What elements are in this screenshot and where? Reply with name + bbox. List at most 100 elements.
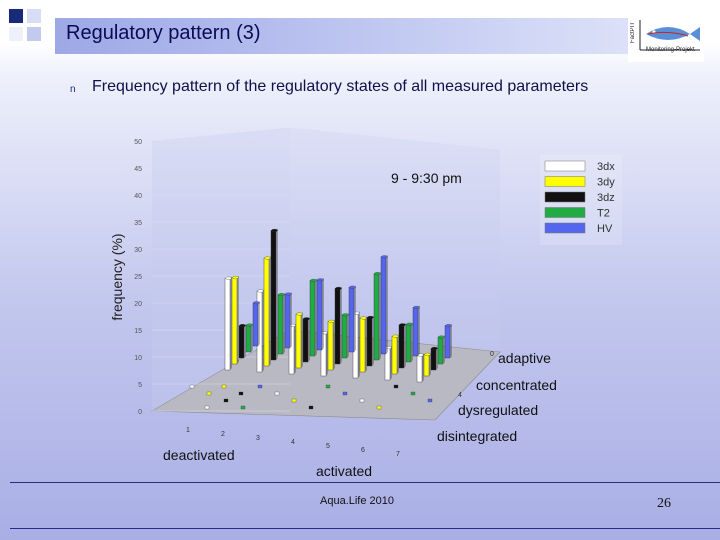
y-tick-label: 40 — [134, 193, 142, 200]
bar-side — [237, 275, 239, 364]
bar — [359, 317, 366, 373]
bar — [430, 348, 437, 371]
floor-marker — [240, 405, 246, 410]
bar-side — [386, 254, 388, 354]
bar-cap — [310, 278, 317, 282]
legend-swatch — [544, 191, 586, 203]
bar — [444, 325, 451, 359]
bar — [373, 273, 380, 361]
bar-side — [404, 322, 406, 368]
bar-side — [315, 278, 317, 356]
y-tick-label: 30 — [134, 247, 142, 254]
bar-side — [258, 300, 260, 346]
bar — [334, 288, 341, 365]
legend-label: 3dx — [597, 161, 615, 173]
bar-cap — [328, 319, 335, 323]
bar-cap — [246, 323, 253, 327]
bar-cap — [232, 276, 239, 280]
region-label-activated: activated — [316, 463, 373, 479]
x-tick-label: 7 — [396, 451, 400, 458]
bar — [309, 280, 316, 357]
bar-side — [322, 277, 324, 350]
bar — [252, 302, 259, 347]
bar — [405, 324, 412, 363]
x-tick-label: 2 — [221, 431, 225, 438]
bar — [231, 277, 238, 365]
bar-side — [365, 316, 367, 372]
bar-side — [251, 323, 253, 352]
bar-cap — [406, 322, 413, 326]
depth-label-concentrated: concentrated — [476, 377, 557, 393]
decoration-square — [8, 26, 24, 42]
bar-cap — [374, 272, 381, 276]
bar — [412, 307, 419, 357]
bar — [366, 317, 373, 367]
bar-cap — [257, 289, 264, 293]
bar-cap — [438, 335, 445, 339]
x-tick-label: 5 — [326, 443, 330, 450]
bar-cap — [360, 316, 367, 320]
floor-marker — [274, 391, 280, 396]
region-label-deactivated: deactivated — [163, 447, 235, 463]
bar-side — [390, 345, 392, 380]
bar — [348, 287, 355, 353]
bar — [341, 314, 348, 359]
bar-cap — [349, 285, 356, 289]
bar — [295, 313, 302, 369]
bar-cap — [335, 286, 342, 290]
depth-label-dysregulated: dysregulated — [458, 402, 539, 418]
floor-marker — [221, 384, 227, 389]
depth-tick-label: 0 — [490, 351, 494, 358]
floor-marker — [189, 384, 195, 389]
legend-swatch — [544, 222, 586, 234]
bar-side — [308, 316, 310, 362]
floor-marker — [376, 405, 382, 410]
y-tick-label: 15 — [134, 328, 142, 335]
bar-side — [418, 305, 420, 356]
footer-divider-bottom — [10, 528, 720, 529]
bar-side — [422, 353, 424, 382]
bar-cap — [264, 256, 271, 260]
y-tick-label: 45 — [134, 166, 142, 173]
bar-cap — [413, 305, 420, 309]
bar — [437, 336, 444, 365]
bar-cap — [381, 255, 388, 259]
depth-label-disintegrated: disintegrated — [437, 428, 518, 444]
y-tick-label: 0 — [138, 409, 142, 416]
bar — [270, 230, 277, 361]
slide-subtitle: Frequency pattern of the regulatory stat… — [92, 78, 589, 95]
floor-marker — [359, 398, 365, 403]
floor-marker — [427, 398, 433, 403]
bar-cap — [253, 301, 260, 305]
bar — [316, 279, 323, 351]
bar — [277, 294, 284, 355]
fish-logo-icon — [628, 16, 704, 62]
logo-text: Monitoring-Projekt — [646, 47, 695, 53]
x-tick-label: 3 — [256, 435, 260, 442]
bar-cap — [278, 293, 285, 297]
legend-label: HV — [597, 223, 613, 235]
bar-cap — [285, 292, 292, 296]
legend-label: T2 — [597, 208, 610, 220]
y-tick-label: 50 — [134, 139, 142, 146]
bar-side — [230, 276, 232, 370]
footer-divider-top — [10, 482, 720, 483]
bar-side — [301, 312, 303, 368]
bar — [423, 354, 430, 377]
bar — [263, 257, 270, 367]
decoration-square — [8, 8, 24, 24]
bar-cap — [431, 346, 438, 350]
floor-marker — [393, 384, 399, 389]
bar-cap — [342, 313, 349, 317]
bar-cap — [424, 352, 431, 356]
y-tick-label: 25 — [134, 274, 142, 281]
legend-swatch — [544, 176, 586, 187]
bar — [416, 354, 423, 383]
floor-marker — [342, 391, 348, 396]
x-tick-label: 6 — [361, 447, 365, 454]
bar-side — [347, 312, 349, 358]
floor-marker — [291, 398, 297, 403]
floor-marker — [238, 391, 244, 396]
bar-side — [450, 323, 452, 358]
